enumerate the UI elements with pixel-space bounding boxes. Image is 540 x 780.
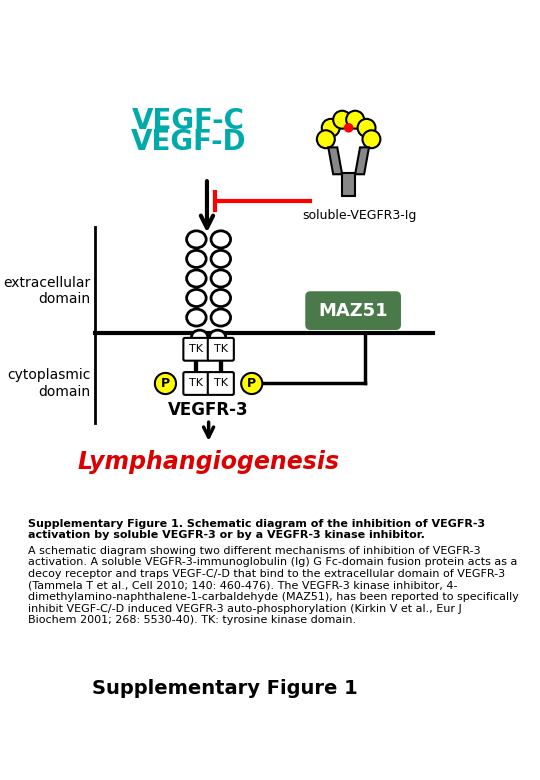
Text: Supplementary Figure 1: Supplementary Figure 1 [92, 679, 358, 698]
Ellipse shape [187, 250, 206, 268]
Circle shape [241, 373, 262, 394]
Text: Lymphangiogenesis: Lymphangiogenesis [78, 450, 340, 474]
Circle shape [155, 373, 176, 394]
Ellipse shape [187, 289, 206, 307]
Text: TK: TK [190, 378, 204, 388]
Text: MAZ51: MAZ51 [318, 302, 388, 320]
Text: VEGF-D: VEGF-D [131, 128, 246, 156]
Ellipse shape [211, 270, 231, 287]
Circle shape [322, 119, 340, 136]
Text: VEGF-C: VEGF-C [132, 108, 245, 135]
Text: TK: TK [214, 344, 228, 354]
Circle shape [357, 119, 375, 136]
Text: Supplementary Figure 1. Schematic diagram of the inhibition of VEGFR-3
activatio: Supplementary Figure 1. Schematic diagra… [28, 519, 485, 541]
Circle shape [317, 130, 335, 148]
Text: VEGFR-3: VEGFR-3 [168, 402, 249, 420]
Circle shape [333, 111, 351, 129]
Ellipse shape [211, 309, 231, 326]
Ellipse shape [211, 231, 231, 248]
Text: A schematic diagram showing two different mechanisms of inhibition of VEGFR-3
ac: A schematic diagram showing two differen… [28, 545, 519, 625]
Circle shape [362, 130, 380, 148]
Text: soluble-VEGFR3-Ig: soluble-VEGFR3-Ig [302, 209, 416, 222]
Ellipse shape [210, 345, 226, 359]
Circle shape [346, 111, 364, 129]
Polygon shape [342, 173, 355, 197]
Ellipse shape [210, 330, 226, 344]
Text: cytoplasmic
domain: cytoplasmic domain [7, 368, 91, 399]
Ellipse shape [211, 289, 231, 307]
Polygon shape [355, 147, 369, 174]
FancyBboxPatch shape [184, 338, 210, 360]
Ellipse shape [211, 250, 231, 268]
FancyBboxPatch shape [208, 338, 234, 360]
FancyBboxPatch shape [208, 372, 234, 395]
Text: TK: TK [190, 344, 204, 354]
FancyBboxPatch shape [184, 372, 210, 395]
Ellipse shape [187, 270, 206, 287]
Polygon shape [328, 147, 342, 174]
Text: P: P [161, 377, 170, 390]
Ellipse shape [192, 345, 208, 359]
Text: P: P [247, 377, 256, 390]
Ellipse shape [187, 309, 206, 326]
Ellipse shape [192, 330, 208, 344]
Ellipse shape [187, 231, 206, 248]
Text: TK: TK [214, 378, 228, 388]
Text: extracellular
domain: extracellular domain [3, 275, 91, 306]
FancyBboxPatch shape [306, 292, 400, 329]
Circle shape [345, 124, 353, 132]
